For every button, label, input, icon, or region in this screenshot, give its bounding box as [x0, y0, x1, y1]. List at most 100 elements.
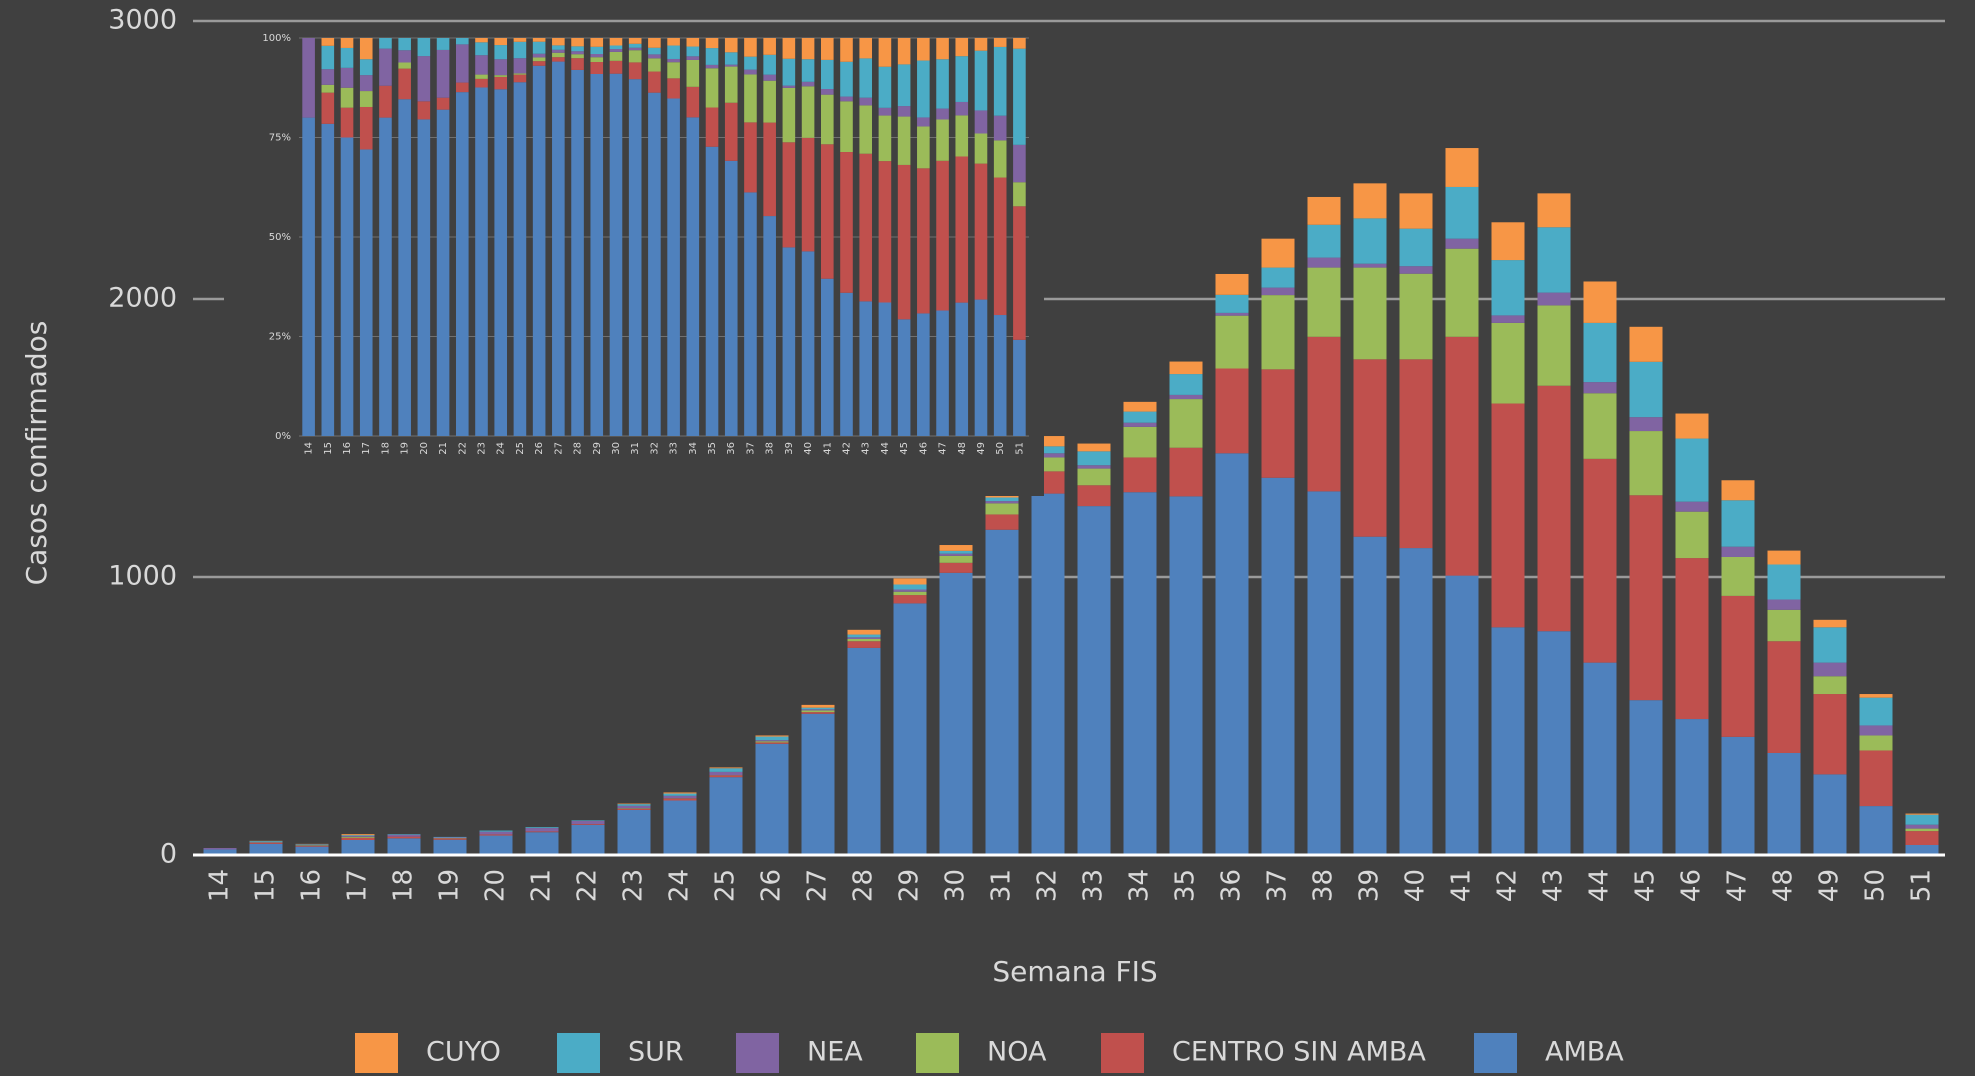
- bar-segment: [955, 115, 969, 157]
- bar-segment: [878, 66, 892, 108]
- bar-segment: [801, 710, 835, 713]
- bar-segment: [1905, 824, 1939, 829]
- bar-segment: [379, 38, 392, 49]
- x-tick-label: 41: [822, 442, 833, 455]
- bar-segment: [590, 74, 604, 436]
- bar-segment: [525, 827, 559, 829]
- bar-segment: [755, 740, 789, 742]
- bar-segment: [455, 44, 469, 83]
- bar-segment: [840, 38, 853, 62]
- bar-segment: [755, 742, 789, 744]
- x-tick-label: 38: [1309, 869, 1339, 902]
- bar-segment: [1399, 228, 1433, 267]
- x-axis-label: Semana FIS: [992, 955, 1157, 988]
- bar-segment: [705, 38, 719, 49]
- bar-segment: [755, 743, 789, 855]
- y-tick-label: 50%: [269, 232, 291, 243]
- bar-segment: [782, 142, 796, 248]
- bar-segment: [1215, 312, 1249, 316]
- bar-segment: [1353, 218, 1387, 264]
- bar-segment: [939, 545, 973, 551]
- bar-segment: [1675, 438, 1709, 502]
- x-tick-label: 43: [861, 442, 872, 455]
- bar-segment: [897, 38, 911, 65]
- bar-segment: [820, 59, 834, 90]
- bar-segment: [475, 42, 488, 56]
- bar-segment: [893, 584, 927, 590]
- x-tick-label: 34: [688, 442, 699, 455]
- bar-segment: [436, 109, 450, 436]
- bar-segment: [705, 107, 719, 147]
- bar-segment: [1307, 336, 1341, 492]
- bar-segment: [494, 75, 508, 77]
- y-tick-label: 1000: [108, 561, 177, 592]
- bar-segment: [1491, 627, 1525, 855]
- bar-segment: [1537, 305, 1571, 386]
- x-tick-label: 47: [938, 442, 949, 455]
- bar-segment: [617, 804, 651, 806]
- bar-segment: [1767, 599, 1801, 610]
- bar-segment: [893, 603, 927, 855]
- bar-segment: [917, 117, 930, 127]
- bar-segment: [398, 38, 411, 51]
- bar-segment: [897, 64, 911, 107]
- x-tick-label: 27: [803, 869, 833, 902]
- bar-segment: [359, 38, 373, 60]
- bar-segment: [494, 38, 508, 46]
- bar-segment: [1169, 361, 1203, 375]
- bar-segment: [859, 153, 873, 302]
- bar-segment: [648, 92, 661, 436]
- bar-segment: [249, 843, 283, 855]
- x-tick-label: 22: [573, 869, 603, 902]
- bar-segment: [936, 38, 949, 60]
- bar-segment: [1215, 294, 1249, 313]
- x-tick-label: 19: [400, 442, 411, 455]
- bar-segment: [398, 50, 411, 63]
- y-tick-label: 75%: [269, 133, 291, 144]
- x-tick-label: 23: [619, 869, 649, 902]
- bar-segment: [571, 820, 605, 821]
- bar-segment: [744, 74, 757, 123]
- bar-segment: [782, 247, 796, 436]
- bar-segment: [1261, 267, 1295, 288]
- x-tick-label: 32: [649, 442, 660, 455]
- legend-swatch: [1101, 1033, 1144, 1073]
- bar-segment: [1629, 417, 1663, 432]
- bar-segment: [709, 767, 743, 769]
- bar-segment: [1077, 506, 1111, 855]
- bar-segment: [939, 550, 973, 554]
- bar-segment: [359, 106, 373, 150]
- bar-segment: [1077, 443, 1111, 452]
- bar-segment: [455, 92, 469, 437]
- bar-segment: [628, 47, 642, 51]
- bar-segment: [667, 58, 680, 63]
- bar-segment: [1307, 196, 1341, 225]
- bar-segment: [1445, 238, 1479, 249]
- bar-segment: [479, 834, 513, 836]
- bar-segment: [1813, 694, 1847, 775]
- bar-segment: [936, 310, 949, 436]
- bar-segment: [974, 50, 988, 111]
- bar-segment: [917, 38, 930, 61]
- bar-segment: [686, 117, 700, 436]
- bar-segment: [648, 58, 661, 72]
- bar-segment: [974, 110, 988, 134]
- x-tick-label: 21: [527, 869, 557, 902]
- bar-segment: [939, 555, 973, 563]
- bar-segment: [1013, 182, 1026, 207]
- legend-label: NEA: [807, 1037, 863, 1068]
- x-tick-label: 39: [1355, 869, 1385, 902]
- x-tick-label: 30: [611, 442, 622, 455]
- bar-segment: [1031, 436, 1065, 447]
- bar-segment: [1583, 393, 1617, 459]
- y-tick-label: 100%: [262, 33, 291, 44]
- legend-label: NOA: [987, 1037, 1047, 1068]
- x-tick-label: 36: [726, 442, 737, 455]
- bar-segment: [379, 48, 392, 86]
- x-tick-label: 43: [1539, 869, 1569, 902]
- legend-label: AMBA: [1545, 1037, 1624, 1068]
- bar-segment: [359, 59, 373, 76]
- bar-segment: [617, 805, 651, 809]
- bar-segment: [1307, 257, 1341, 268]
